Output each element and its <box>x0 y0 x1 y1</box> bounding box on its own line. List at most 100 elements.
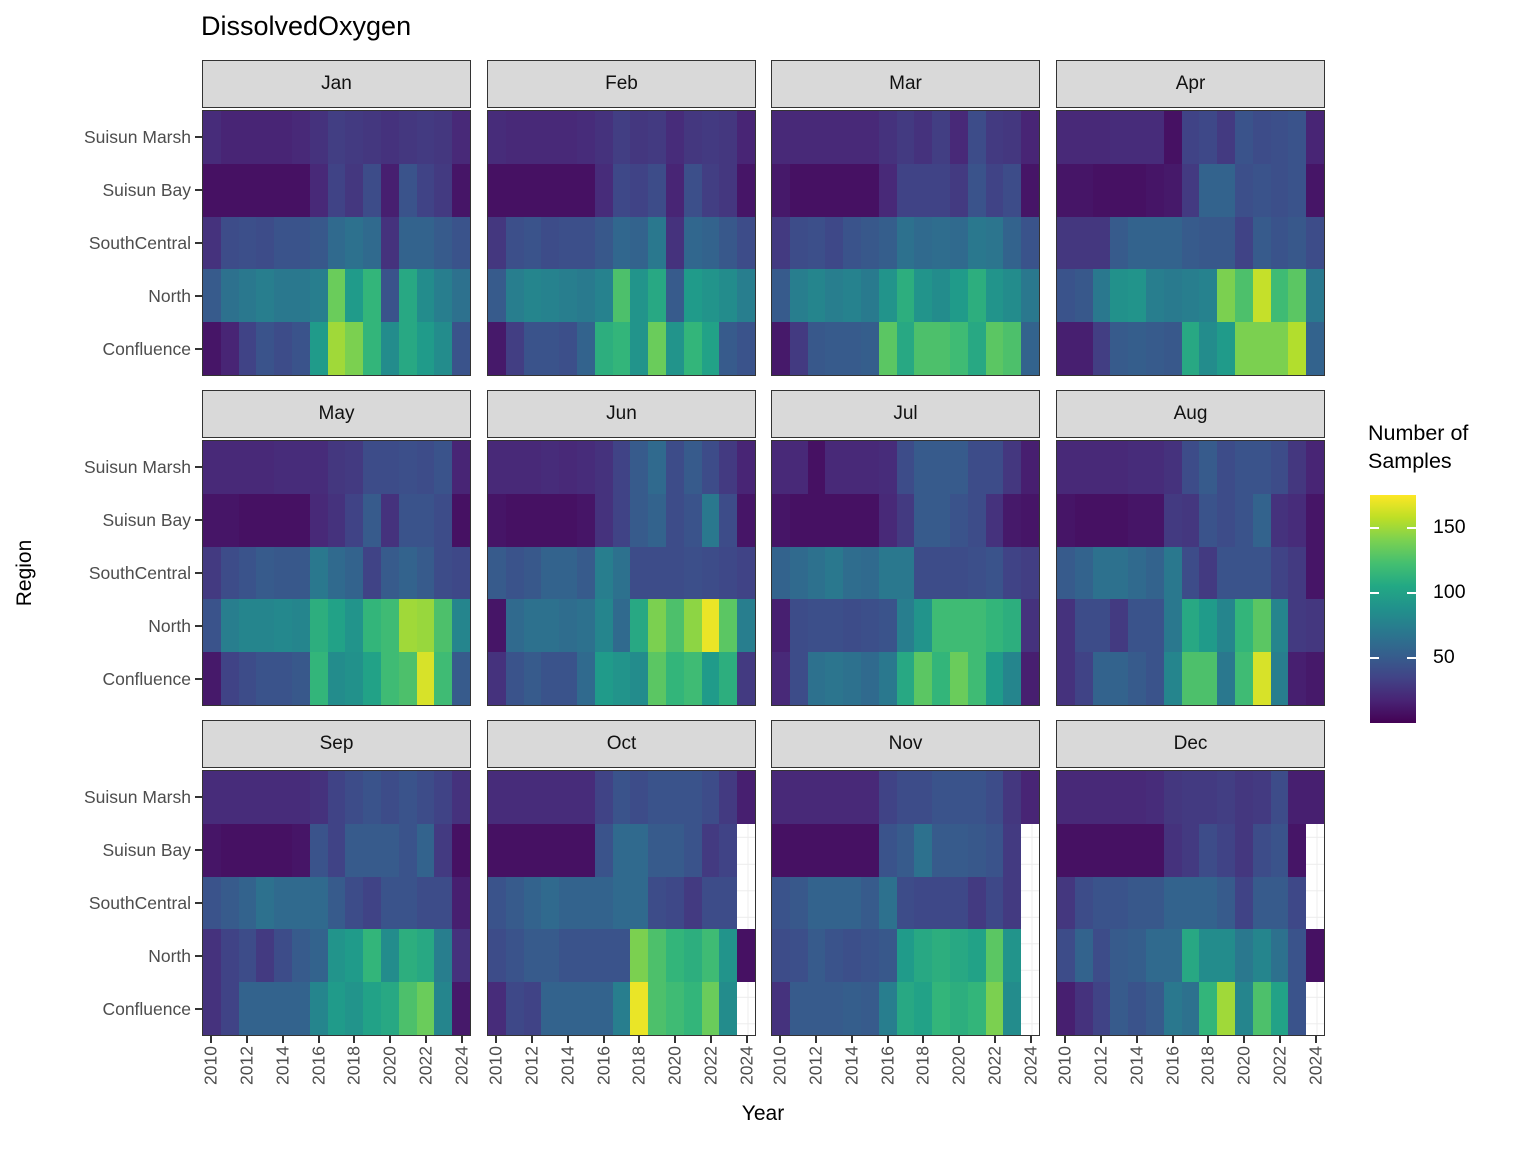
heatmap-cell <box>1234 652 1253 705</box>
heatmap-cell <box>309 982 328 1035</box>
heatmap-cell <box>914 929 933 983</box>
heatmap-cell <box>541 493 560 547</box>
heatmap-cell <box>1003 322 1022 375</box>
heatmap-cell <box>416 441 435 494</box>
y-tick <box>195 848 202 851</box>
heatmap-cell <box>1092 441 1111 494</box>
heatmap-cell <box>274 163 292 217</box>
heatmap-cell <box>505 546 524 600</box>
heatmap-cell <box>594 111 613 164</box>
heatmap-cell <box>1181 163 1200 217</box>
heatmap-cell-missing <box>737 824 755 877</box>
heatmap-cell <box>1306 599 1324 653</box>
heatmap-cell <box>345 771 364 824</box>
heatmap-cell <box>380 982 399 1035</box>
heatmap-cell <box>985 322 1004 375</box>
heatmap-cell <box>1270 599 1289 653</box>
heatmap-cell <box>1145 269 1164 323</box>
heatmap-cell <box>541 216 560 270</box>
y-tick <box>195 955 202 958</box>
heatmap-cell <box>327 163 346 217</box>
heatmap-cell <box>452 876 470 930</box>
heatmap-cell <box>1252 599 1271 653</box>
heatmap-cell <box>416 823 435 877</box>
heatmap-cell <box>1021 111 1039 164</box>
heatmap-cell <box>896 322 915 375</box>
x-tick-label-2020: 2020 <box>664 1046 685 1085</box>
heatmap-cell <box>1110 876 1129 930</box>
heatmap-cell <box>630 493 649 547</box>
heatmap-cell <box>1234 823 1253 877</box>
heatmap-cell <box>238 929 257 983</box>
facet-label-nov: Nov <box>888 733 923 754</box>
facet-label-may: May <box>318 403 355 424</box>
heatmap-cell <box>505 929 524 983</box>
heatmap-cell <box>1252 322 1271 375</box>
heatmap-cell <box>309 493 328 547</box>
heatmap-cell <box>1074 111 1093 164</box>
heatmap-cell <box>1003 493 1022 547</box>
heatmap-cell <box>291 441 310 494</box>
heatmap-cell <box>1181 111 1200 164</box>
heatmap-cell <box>1288 652 1307 705</box>
heatmap-cell <box>1199 269 1218 323</box>
heatmap-cell <box>291 599 310 653</box>
heatmap-cell <box>380 163 399 217</box>
heatmap-cell <box>896 441 915 494</box>
heatmap-cell <box>1163 322 1182 375</box>
x-tick <box>958 1036 961 1043</box>
heatmap-cell <box>203 652 221 705</box>
heatmap-cell <box>1270 652 1289 705</box>
heatmap-cell <box>256 771 275 824</box>
heatmap-cell <box>1110 216 1129 270</box>
heatmap-cell <box>789 322 808 375</box>
legend-tick <box>1370 591 1379 594</box>
heatmap-cell <box>665 546 684 600</box>
x-tick <box>530 1036 533 1043</box>
heatmap-cell <box>220 823 239 877</box>
heatmap-cell <box>648 216 666 270</box>
heatmap-cell <box>932 269 950 323</box>
heatmap-cell <box>452 771 470 824</box>
heatmap-cell <box>967 771 986 824</box>
heatmap-cell <box>967 269 986 323</box>
facet-label-mar: Mar <box>889 73 922 94</box>
heatmap-cell <box>630 771 649 824</box>
heatmap-cell <box>1021 599 1039 653</box>
heatmap-cell <box>665 493 684 547</box>
heatmap-cell <box>488 823 506 877</box>
heatmap-cell <box>1199 876 1218 930</box>
y-tick <box>195 518 202 521</box>
chart-title: DissolvedOxygen <box>201 11 412 41</box>
heatmap-cell <box>1181 546 1200 600</box>
heatmap-cell <box>1057 163 1075 217</box>
heatmap-cell <box>1003 771 1022 824</box>
heatmap-cell <box>1306 441 1324 494</box>
heatmap-cell <box>1306 493 1324 547</box>
x-tick-label-2020: 2020 <box>1233 1046 1254 1085</box>
heatmap-cell <box>380 493 399 547</box>
heatmap-cell <box>1270 823 1289 877</box>
heatmap-cell <box>1074 493 1093 547</box>
heatmap-cell <box>772 163 790 217</box>
heatmap-cell <box>683 652 702 705</box>
legend-tick <box>1407 656 1416 659</box>
heatmap-cell <box>505 982 524 1035</box>
heatmap-cell <box>701 771 720 824</box>
heatmap-cell <box>1074 322 1093 375</box>
heatmap-cell <box>665 111 684 164</box>
heatmap-cell <box>380 652 399 705</box>
heatmap-cell <box>594 823 613 877</box>
heatmap-cell <box>434 546 453 600</box>
heatmap-cell <box>523 982 542 1035</box>
x-tick <box>746 1036 749 1043</box>
heatmap-cell <box>719 823 738 877</box>
heatmap-cell <box>896 876 915 930</box>
heatmap-cell <box>1128 771 1146 824</box>
heatmap-cell <box>1003 823 1022 877</box>
heatmap-cell <box>220 929 239 983</box>
heatmap-cell-missing <box>1306 877 1324 930</box>
heatmap-cell <box>274 823 292 877</box>
heatmap-cell <box>505 269 524 323</box>
heatmap-cell <box>1092 982 1111 1035</box>
